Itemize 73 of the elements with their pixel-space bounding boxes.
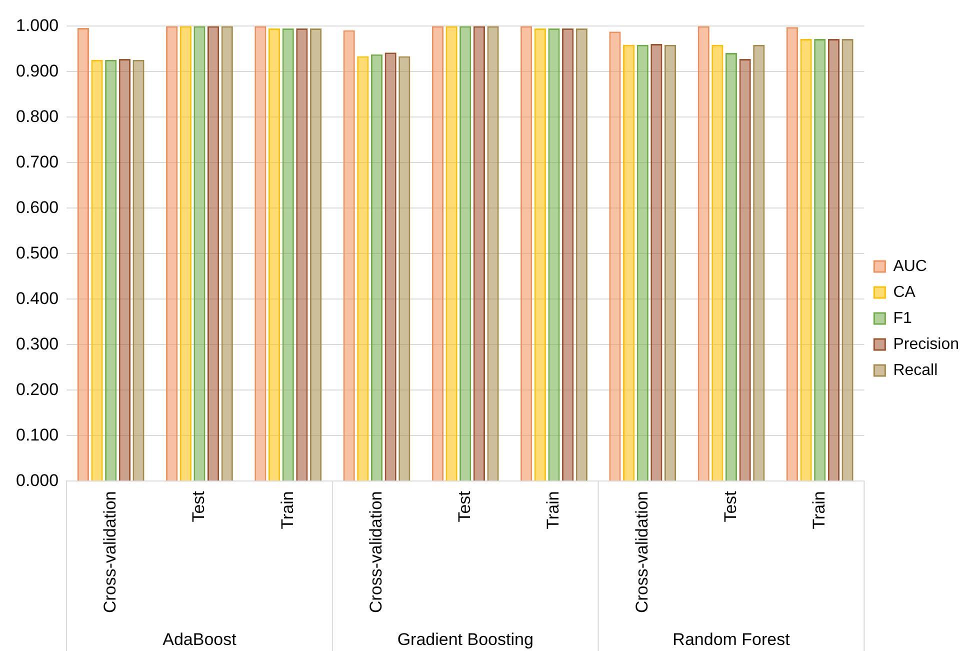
bar xyxy=(180,26,192,481)
legend-label: Precision xyxy=(893,336,960,353)
x-tick-label: Test xyxy=(189,490,208,522)
bar xyxy=(698,26,710,481)
legend-label: AUC xyxy=(893,258,927,275)
x-tick-label: Train xyxy=(544,491,563,530)
legend-label: CA xyxy=(893,284,916,301)
bar xyxy=(622,44,635,481)
legend-label: Recall xyxy=(893,362,938,379)
bar xyxy=(828,38,840,481)
x-tick-label: Cross-validation xyxy=(632,491,652,614)
y-tick-label: 0.900 xyxy=(16,61,59,80)
bar xyxy=(268,28,280,481)
y-tick-label: 0.000 xyxy=(16,470,59,490)
bar xyxy=(432,26,444,481)
x-tick-label: Cross-validation xyxy=(100,491,120,614)
bar xyxy=(254,26,266,481)
bar xyxy=(650,44,662,481)
bar xyxy=(664,44,676,481)
bar xyxy=(842,38,854,481)
y-tick-label: 0.100 xyxy=(16,425,59,444)
bar xyxy=(487,26,499,481)
bar xyxy=(534,28,546,481)
legend-label: F1 xyxy=(893,310,912,327)
y-tick-label: 0.600 xyxy=(16,198,59,217)
y-tick-label: 0.200 xyxy=(16,380,59,399)
bar xyxy=(132,60,144,481)
bar xyxy=(739,58,751,481)
y-tick-label: 0.400 xyxy=(16,288,59,308)
x-tick-label: Train xyxy=(278,491,297,530)
bar xyxy=(636,44,648,481)
bar xyxy=(221,26,233,481)
y-tick-label: 0.300 xyxy=(16,334,59,354)
y-tick-label: 0.800 xyxy=(16,106,59,126)
bar xyxy=(105,60,117,481)
bar xyxy=(384,52,396,481)
y-tick-label: 0.500 xyxy=(16,243,59,262)
bar xyxy=(548,28,560,481)
bar xyxy=(520,26,532,481)
bar xyxy=(310,28,322,481)
bar xyxy=(562,28,574,481)
bar xyxy=(357,56,369,481)
bar xyxy=(77,28,90,481)
bar xyxy=(194,26,206,481)
bar xyxy=(609,32,621,481)
text: Random Forest xyxy=(672,630,790,650)
bar xyxy=(296,28,308,481)
text: Gradient Boosting xyxy=(397,630,534,650)
bar xyxy=(473,26,485,481)
y-tick-label: 1.000 xyxy=(16,16,59,35)
bar xyxy=(725,53,738,481)
text: AdaBoost xyxy=(162,630,237,650)
bar xyxy=(370,54,383,481)
bar xyxy=(446,26,458,481)
bar xyxy=(91,60,103,481)
bar xyxy=(460,26,472,481)
y-tick-label: 0.700 xyxy=(16,152,59,172)
x-tick-label: Test xyxy=(720,490,740,522)
bar xyxy=(343,30,355,481)
bar xyxy=(208,26,220,481)
bar xyxy=(814,38,826,481)
bar xyxy=(118,58,130,481)
x-tick-label: Test xyxy=(455,490,474,522)
bar xyxy=(166,26,178,481)
bar xyxy=(282,28,294,481)
bar xyxy=(712,44,724,481)
x-tick-label: Cross-validation xyxy=(366,491,386,614)
bar xyxy=(800,38,812,481)
bar xyxy=(576,28,588,481)
bar xyxy=(753,44,765,481)
x-tick-label: Train xyxy=(810,491,829,530)
bar xyxy=(786,27,798,481)
bar xyxy=(398,56,410,481)
